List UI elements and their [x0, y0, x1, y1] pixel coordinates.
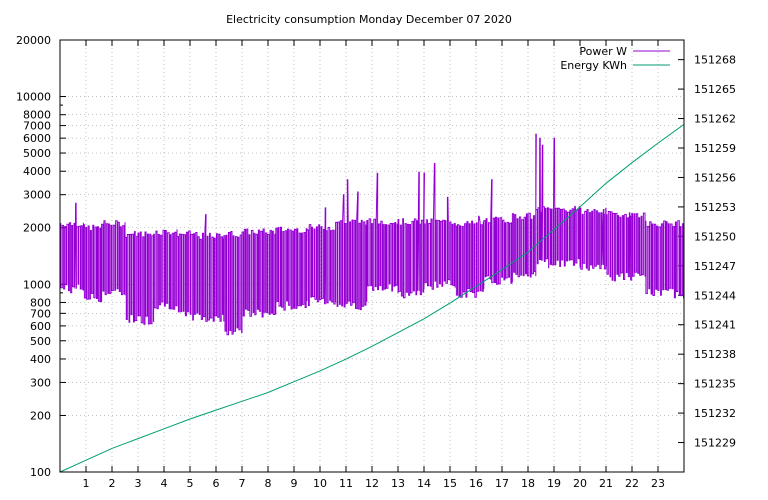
- y-left-tick-label: 5000: [23, 147, 51, 160]
- y-right-tick-label: 151244: [694, 289, 736, 302]
- legend-label-energy: Energy KWh: [560, 59, 627, 72]
- x-tick-label: 8: [265, 477, 272, 490]
- x-tick-label: 2: [109, 477, 116, 490]
- y-left-tick-label: 800: [30, 296, 51, 309]
- x-tick-label: 11: [339, 477, 353, 490]
- y-left-tick-label: 700: [30, 307, 51, 320]
- y-right-tick-label: 151253: [694, 201, 736, 214]
- x-tick-label: 22: [625, 477, 639, 490]
- x-tick-label: 10: [313, 477, 327, 490]
- x-tick-label: 3: [135, 477, 142, 490]
- y-right-tick-label: 151247: [694, 260, 736, 273]
- x-axis: 1 2 3 4 5 6 7 8 9 10 11 12 13 14 15 16 17 18 19 20 21 22 23: [83, 40, 665, 490]
- x-tick-label: 20: [573, 477, 587, 490]
- x-tick-label: 13: [391, 477, 405, 490]
- x-tick-label: 21: [599, 477, 613, 490]
- x-tick-label: 16: [469, 477, 483, 490]
- y-left-tick-label: 20000: [16, 34, 51, 47]
- x-tick-label: 14: [417, 477, 431, 490]
- chart-title: Electricity consumption Monday December …: [226, 13, 512, 26]
- y-right-tick-label: 151268: [694, 54, 736, 67]
- x-tick-label: 7: [239, 477, 246, 490]
- x-tick-label: 17: [495, 477, 509, 490]
- series-layer: [59, 123, 685, 473]
- y-left-tick-label: 200: [30, 409, 51, 422]
- legend: Power W Energy KWh: [560, 45, 670, 72]
- x-tick-label: 1: [83, 477, 90, 490]
- plot-frame: [59, 39, 685, 473]
- x-tick-label: 12: [365, 477, 379, 490]
- x-tick-label: 9: [291, 477, 298, 490]
- y-left-tick-label: 500: [30, 335, 51, 348]
- y-left-tick-label: 10000: [16, 91, 51, 104]
- y-left-tick-label: 600: [30, 320, 51, 333]
- y-right-tick-label: 151229: [694, 437, 736, 450]
- y-left-tick-label: 1000: [23, 278, 51, 291]
- y-axis-right: 151229 151232 151235 151238 151241 151244 1512…: [678, 54, 736, 450]
- y-left-tick-label: 3000: [23, 189, 51, 202]
- x-tick-label: 18: [521, 477, 535, 490]
- y-left-tick-label: 4000: [23, 165, 51, 178]
- y-right-tick-label: 151235: [694, 378, 736, 391]
- x-tick-label: 23: [651, 477, 665, 490]
- y-left-tick-label: 6000: [23, 132, 51, 145]
- y-left-tick-label: 400: [30, 353, 51, 366]
- y-left-tick-label: 7000: [23, 120, 51, 133]
- y-right-tick-label: 151259: [694, 142, 736, 155]
- series-line-power: [60, 133, 684, 336]
- x-tick-label: 4: [161, 477, 168, 490]
- y-right-tick-label: 151262: [694, 113, 736, 126]
- x-tick-label: 6: [213, 477, 220, 490]
- y-right-tick-label: 151238: [694, 348, 736, 361]
- y-right-tick-label: 151241: [694, 319, 736, 332]
- y-left-tick-label: 300: [30, 376, 51, 389]
- y-left-tick-label: 100: [30, 466, 51, 479]
- legend-label-power: Power W: [579, 45, 627, 58]
- series-line-energy: [59, 123, 685, 473]
- x-tick-label: 15: [443, 477, 457, 490]
- y-left-tick-label: 2000: [23, 222, 51, 235]
- y-right-tick-label: 151256: [694, 171, 736, 184]
- y-right-tick-label: 151232: [694, 407, 736, 420]
- y-left-tick-label: 8000: [23, 109, 51, 122]
- x-tick-label: 19: [547, 477, 561, 490]
- x-tick-label: 5: [187, 477, 194, 490]
- y-right-tick-label: 151265: [694, 83, 736, 96]
- y-right-tick-label: 151250: [694, 230, 736, 243]
